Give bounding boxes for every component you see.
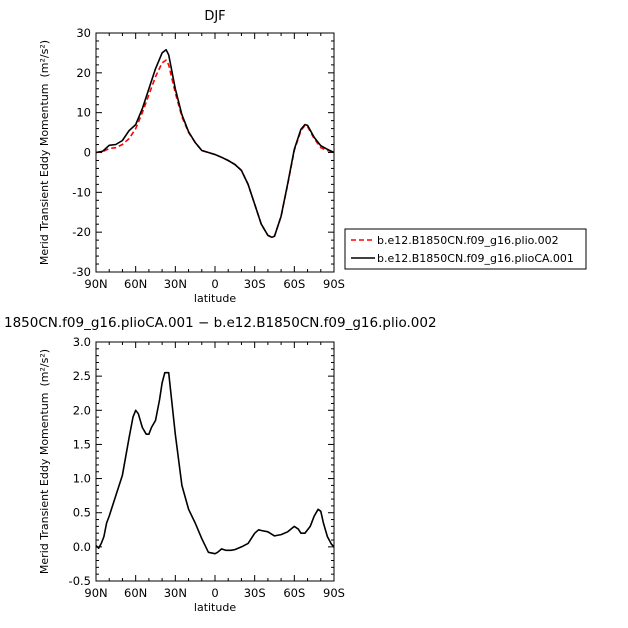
legend-box [344,228,587,270]
x-tick-label: 0 [211,586,218,600]
y-axis-label: Merid Transient Eddy Momentum (m²/s²) [38,349,51,574]
y-tick-label: 1.5 [73,437,91,451]
y-tick-label: 0 [84,146,91,160]
y-axis-label-text: Merid Transient Eddy Momentum [38,392,51,574]
x-tick-label: 30N [164,277,187,291]
series-line-2 [95,48,335,239]
legend: b.e12.B1850CN.f09_g16.plio.002 b.e12.B185… [344,228,587,270]
y-tick-label: 1.0 [73,472,91,486]
y-axis-units: (m²/s²) [38,40,51,78]
x-tick-label: 30S [244,277,266,291]
y-axis-label: Merid Transient Eddy Momentum (m²/s²) [38,40,51,265]
y-tick-label: -20 [72,225,91,239]
y-axis-units: (m²/s²) [38,349,51,387]
x-axis-label: latitude [194,601,236,614]
x-tick-label: 90S [323,586,345,600]
y-tick-label: 20 [76,66,91,80]
x-axis-label: latitude [194,292,236,305]
y-tick-label: 2.5 [73,369,91,383]
y-tick-label: 10 [76,106,91,120]
legend-label: b.e12.B1850CN.f09_g16.plioCA.001 [377,252,574,265]
plot-frame [95,32,335,273]
y-tick-label: 0.0 [73,540,91,554]
y-tick-label: -30 [72,265,91,279]
y-tick-label: -0.5 [69,574,91,588]
chart-panel-2: 1850CN.f09_g16.plioCA.001 − b.e12.B1850C… [4,315,437,614]
x-tick-label: 90N [84,586,107,600]
x-tick-label: 90N [84,277,107,291]
x-tick-label: 0 [211,277,218,291]
x-tick-label: 60S [283,277,305,291]
legend-label: b.e12.B1850CN.f09_g16.plio.002 [377,234,559,247]
chart-panel-1: DJF -30 -20 -10 0 10 20 30 90N 60N 30N 0 30S 60S 90S la… [38,9,587,305]
chart-title: 1850CN.f09_g16.plioCA.001 − b.e12.B1850C… [4,315,437,331]
x-tick-label: 90S [323,277,345,291]
y-tick-label: 30 [76,26,91,40]
x-tick-label: 60N [124,586,147,600]
y-tick-label: -10 [72,185,91,199]
series-line-1 [95,371,335,555]
y-tick-label: 0.5 [73,506,91,520]
x-tick-label: 60S [283,586,305,600]
chart-title: DJF [204,9,225,24]
series-line-1 [95,59,335,239]
y-axis-label-text: Merid Transient Eddy Momentum [38,83,51,265]
plot-frame [95,341,335,582]
y-tick-label: 3.0 [73,335,91,349]
y-tick-label: 2.0 [73,403,91,417]
x-tick-label: 30N [164,586,187,600]
x-tick-label: 60N [124,277,147,291]
x-tick-label: 30S [244,586,266,600]
